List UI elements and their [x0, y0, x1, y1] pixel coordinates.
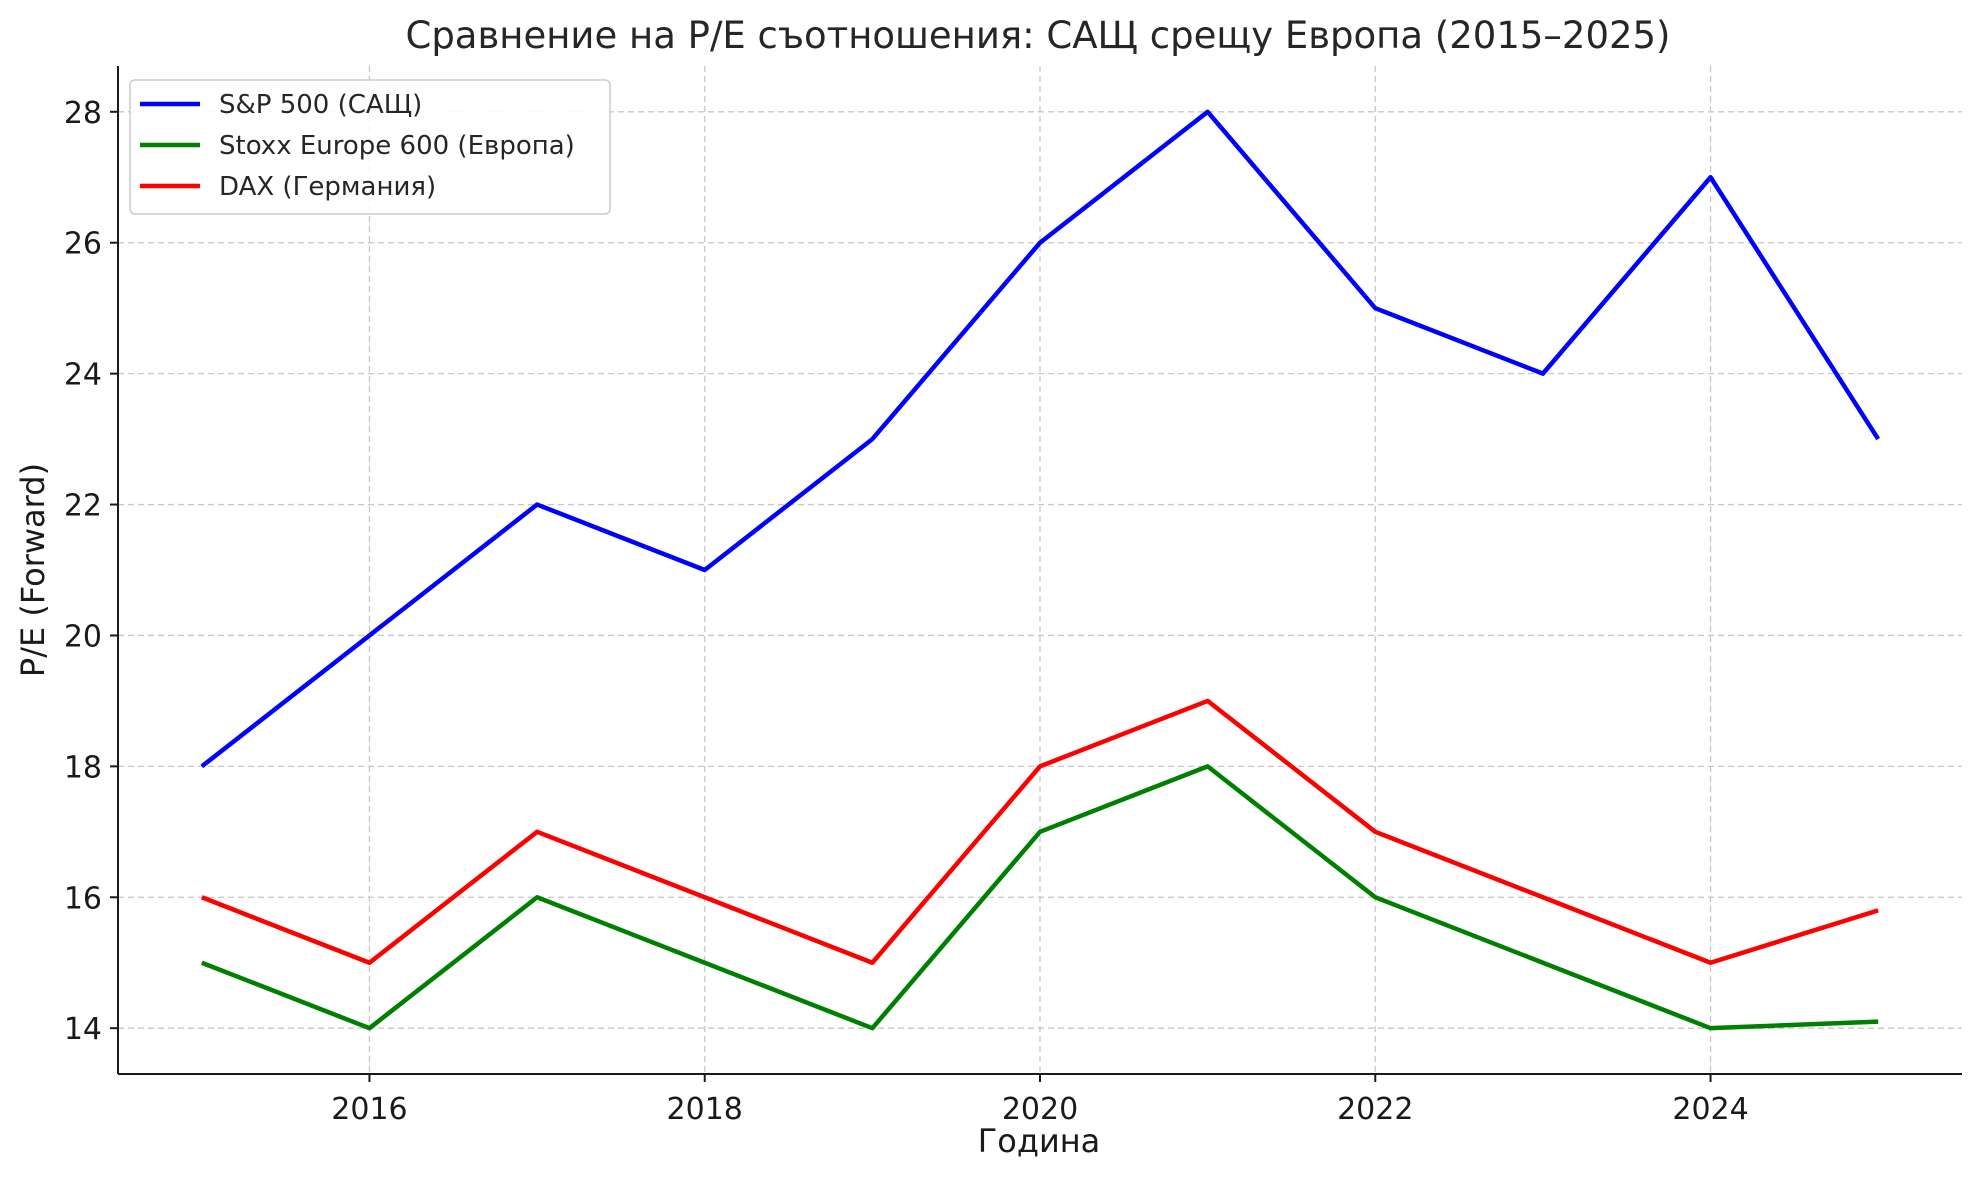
- y-tick-label: 16: [64, 881, 102, 916]
- series-line-3: [200, 698, 1879, 965]
- y-ticks: 14 16 18 20 22 24 26 28: [64, 96, 118, 1047]
- y-tick-label: 14: [64, 1012, 102, 1047]
- legend-label-3: DAX (Германия): [219, 172, 436, 202]
- series-lines: [200, 109, 1881, 1031]
- x-axis-label: Година: [978, 1122, 1101, 1160]
- y-tick-label: 24: [64, 358, 102, 393]
- x-tick-label: 2016: [331, 1092, 407, 1127]
- y-axis-label: P/E (Forward): [14, 463, 52, 677]
- x-tick-label: 2020: [1002, 1092, 1078, 1127]
- x-tick-label: 2024: [1672, 1092, 1748, 1127]
- legend-label-1: S&P 500 (САЩ): [219, 90, 422, 120]
- y-tick-label: 28: [64, 96, 102, 131]
- legend-label-2: Stoxx Europe 600 (Европа): [219, 131, 575, 161]
- y-tick-label: 26: [64, 227, 102, 262]
- legend-box: [129, 79, 611, 215]
- y-tick-label: 18: [64, 750, 102, 785]
- y-tick-label: 20: [64, 619, 102, 654]
- grid-lines: [118, 66, 1962, 1074]
- y-tick-label: 22: [64, 489, 102, 524]
- x-tick-label: 2022: [1337, 1092, 1413, 1127]
- x-tick-label: 2018: [667, 1092, 743, 1127]
- x-ticks: 2016 2018 2020 2022 2024: [331, 1074, 1749, 1127]
- series-line-2: [200, 764, 1879, 1031]
- series-line-1: [200, 109, 1881, 769]
- chart-title: Сравнение на P/E съотношения: САЩ срещу …: [405, 14, 1670, 57]
- legend: S&P 500 (САЩ) Stoxx Europe 600 (Европа) DA…: [129, 79, 611, 215]
